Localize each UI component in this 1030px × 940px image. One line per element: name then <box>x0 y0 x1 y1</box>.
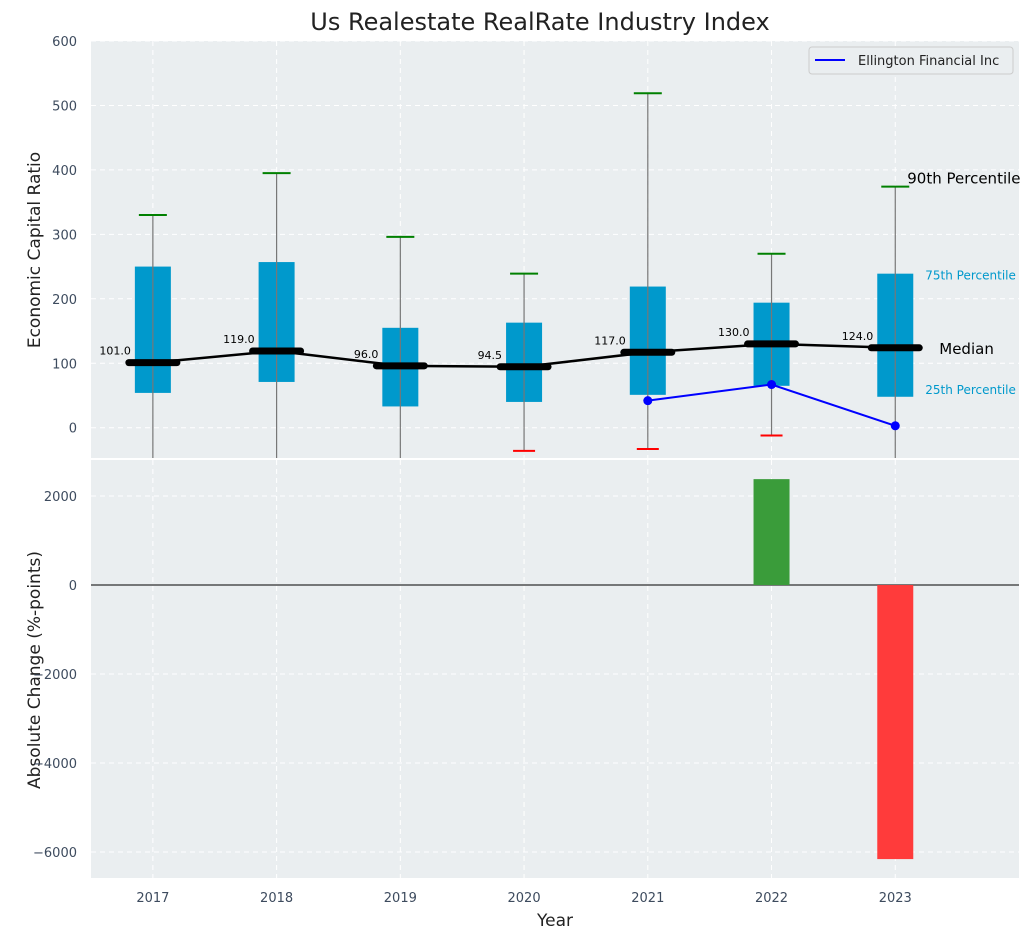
x-tick-label: 2020 <box>508 891 541 906</box>
legend-label: Ellington Financial Inc <box>858 54 999 69</box>
top-y-tick-label: 300 <box>52 228 77 243</box>
bottom-y-axis-label: Absolute Change (%-points) <box>25 551 45 789</box>
top-y-tick-label: 0 <box>69 422 77 437</box>
x-tick-label: 2021 <box>631 891 664 906</box>
median-value-label: 124.0 <box>842 330 874 343</box>
median-value-label: 101.0 <box>99 345 131 358</box>
bottom-y-tick-label: −4000 <box>33 757 77 772</box>
median-value-label: 130.0 <box>718 326 750 339</box>
top-y-tick-label: 100 <box>52 357 77 372</box>
top-y-tick-label: 400 <box>52 164 77 179</box>
annotation-25th-percentile: 25th Percentile <box>925 383 1016 397</box>
bottom-y-tick-label: −6000 <box>33 846 77 861</box>
annotation-median: Median <box>939 340 994 358</box>
legend-box <box>808 46 1014 75</box>
x-tick-label: 2018 <box>260 891 293 906</box>
bottom-y-tick-label: 0 <box>69 579 77 594</box>
top-y-tick-label: 500 <box>52 99 77 114</box>
top-y-axis-label: Economic Capital Ratio <box>25 152 45 348</box>
bottom-plot-area <box>91 460 1019 878</box>
change-bar <box>753 479 790 586</box>
change-bar <box>877 585 914 860</box>
bottom-y-tick-label: −2000 <box>33 668 77 683</box>
x-axis-label: Year <box>536 911 573 931</box>
company-point <box>890 421 900 431</box>
top-y-tick-label: 200 <box>52 293 77 308</box>
x-tick-label: 2017 <box>136 891 169 906</box>
median-value-label: 117.0 <box>594 334 626 347</box>
median-value-label: 96.0 <box>354 348 379 361</box>
x-tick-label: 2019 <box>384 891 417 906</box>
company-point <box>643 396 653 406</box>
x-tick-label: 2022 <box>755 891 788 906</box>
median-value-label: 94.5 <box>478 349 503 362</box>
top-plot-area <box>91 41 1019 458</box>
company-point <box>767 380 777 390</box>
bottom-y-tick-label: 2000 <box>44 490 77 505</box>
x-tick-label: 2023 <box>879 891 912 906</box>
median-value-label: 119.0 <box>223 333 255 346</box>
annotation-90th-percentile: 90th Percentile <box>907 170 1020 188</box>
annotation-75th-percentile: 75th Percentile <box>925 269 1016 283</box>
chart-title: Us Realestate RealRate Industry Index <box>310 8 769 36</box>
top-y-tick-label: 600 <box>52 35 77 50</box>
